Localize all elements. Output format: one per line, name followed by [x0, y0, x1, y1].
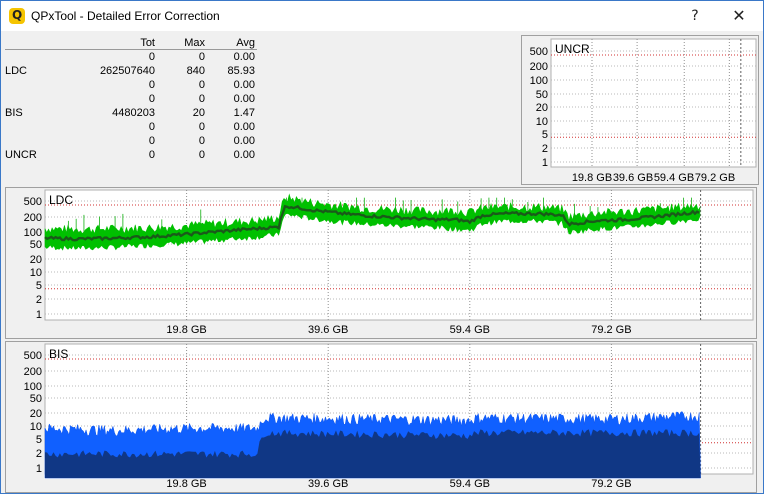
- row-max: 0: [198, 79, 205, 91]
- row-tot: 262507640: [99, 65, 155, 77]
- y-tick-label: 20: [30, 408, 42, 420]
- y-tick-label: 5: [542, 129, 548, 141]
- row-avg: 0.00: [233, 79, 255, 91]
- x-tick-label: 39.6 GB: [308, 478, 348, 490]
- row-max: 20: [192, 107, 205, 119]
- y-tick-label: 2: [36, 294, 42, 306]
- stats-table: Tot Max Avg 0 0 0.00 LDC 262507640 840 85.93 …: [5, 36, 257, 162]
- ldc-chart: 500 200 100 50 20 10 5 2 1 19.8 GB 39.6 GB 59.4 GB 7…: [5, 187, 757, 339]
- chart-title: LDC: [49, 193, 73, 207]
- stats-row: 0 0 0.00: [5, 134, 257, 148]
- y-tick-label: 100: [24, 227, 42, 239]
- row-max: 0: [198, 149, 205, 161]
- header-max: Max: [184, 37, 205, 49]
- y-tick-label: 10: [30, 267, 42, 279]
- y-tick-label: 20: [30, 254, 42, 266]
- x-tick-label: 59.4 GB: [450, 478, 490, 490]
- row-label: BIS: [5, 107, 23, 119]
- row-label: UNCR: [5, 149, 37, 161]
- y-tick-label: 500: [530, 46, 548, 58]
- y-tick-label: 500: [24, 196, 42, 208]
- ldc-max-band: [44, 193, 701, 251]
- x-tick-label: 19.8 GB: [166, 324, 206, 336]
- y-tick-label: 1: [542, 157, 548, 169]
- row-avg: 0.00: [233, 121, 255, 133]
- row-tot: 0: [148, 135, 155, 147]
- y-tick-label: 200: [530, 61, 548, 73]
- x-tick-label: 59.4 GB: [450, 324, 490, 336]
- y-tick-label: 500: [24, 350, 42, 362]
- window-title: QPxTool - Detailed Error Correction: [31, 9, 220, 23]
- row-tot: 0: [148, 121, 155, 133]
- row-avg: 0.00: [233, 135, 255, 147]
- x-tick-label: 39.6 GB: [613, 172, 653, 184]
- x-tick-label: 79.2 GB: [695, 172, 735, 184]
- y-tick-label: 200: [24, 366, 42, 378]
- row-max: 0: [198, 93, 205, 105]
- header-avg: Avg: [236, 37, 255, 49]
- row-avg: 0.00: [233, 93, 255, 105]
- row-tot: 4480203: [112, 107, 155, 119]
- x-tick-label: 79.2 GB: [591, 478, 631, 490]
- row-label: LDC: [5, 65, 28, 77]
- y-tick-label: 100: [530, 75, 548, 87]
- y-tick-label: 50: [30, 393, 42, 405]
- row-tot: 0: [148, 51, 155, 63]
- y-tick-label: 50: [536, 89, 548, 101]
- row-tot: 0: [148, 79, 155, 91]
- chart-title: BIS: [49, 347, 68, 361]
- stats-header: Tot Max Avg: [5, 36, 257, 50]
- x-tick-label: 19.8 GB: [166, 478, 206, 490]
- row-avg: 0.00: [233, 51, 255, 63]
- y-tick-label: 5: [36, 434, 42, 446]
- y-tick-label: 10: [536, 116, 548, 128]
- row-max: 0: [198, 135, 205, 147]
- y-tick-label: 200: [24, 212, 42, 224]
- row-max: 840: [186, 65, 205, 77]
- help-button[interactable]: ?: [691, 8, 699, 24]
- row-max: 0: [198, 121, 205, 133]
- row-avg: 0.00: [233, 149, 255, 161]
- y-tick-label: 2: [542, 143, 548, 155]
- y-tick-label: 2: [36, 448, 42, 460]
- row-tot: 0: [148, 149, 155, 161]
- y-tick-label: 50: [30, 239, 42, 251]
- y-tick-label: 5: [36, 280, 42, 292]
- close-button[interactable]: ✕: [732, 6, 746, 25]
- title-bar: QPxTool - Detailed Error Correction ? ✕: [1, 1, 763, 31]
- row-avg: 85.93: [227, 65, 255, 77]
- stats-row: BIS 4480203 20 1.47: [5, 106, 257, 120]
- y-tick-label: 1: [36, 309, 42, 321]
- plot-area: [550, 38, 757, 168]
- bis-avg-band: [45, 429, 701, 478]
- x-tick-label: 79.2 GB: [591, 324, 631, 336]
- stats-row: 0 0 0.00: [5, 78, 257, 92]
- chart-title: UNCR: [555, 42, 590, 56]
- stats-row: 0 0 0.00: [5, 50, 257, 64]
- stats-row: 0 0 0.00: [5, 120, 257, 134]
- x-tick-label: 19.8 GB: [572, 172, 612, 184]
- row-avg: 1.47: [233, 107, 255, 119]
- bis-chart: 500 200 100 50 20 10 5 2 1 19.8 GB 39.6 GB 59.4 GB 7…: [5, 341, 757, 493]
- qpxtool-app-icon: [9, 8, 25, 24]
- y-tick-label: 20: [536, 102, 548, 114]
- y-tick-label: 100: [24, 381, 42, 393]
- uncr-chart: 500 200 100 50 20 10 5 2 1 19.8 GB 39.6 GB 59.4 GB 7…: [521, 35, 759, 185]
- y-tick-label: 1: [36, 463, 42, 475]
- stats-row: LDC 262507640 840 85.93: [5, 64, 257, 78]
- header-tot: Tot: [140, 37, 155, 49]
- ldc-avg-line: [44, 204, 700, 242]
- stats-row: 0 0 0.00: [5, 92, 257, 106]
- row-max: 0: [198, 51, 205, 63]
- row-tot: 0: [148, 93, 155, 105]
- stats-row: UNCR 0 0 0.00: [5, 148, 257, 162]
- y-tick-label: 10: [30, 421, 42, 433]
- x-tick-label: 59.4 GB: [654, 172, 694, 184]
- x-tick-label: 39.6 GB: [308, 324, 348, 336]
